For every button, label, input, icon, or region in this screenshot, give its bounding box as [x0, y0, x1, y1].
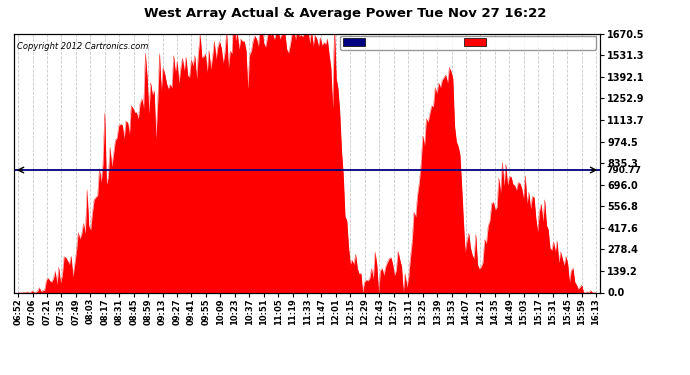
Text: Copyright 2012 Cartronics.com: Copyright 2012 Cartronics.com	[17, 42, 148, 51]
Legend: Average  (DC Watts), West Array  (DC Watts): Average (DC Watts), West Array (DC Watts…	[339, 36, 595, 50]
Text: West Array Actual & Average Power Tue Nov 27 16:22: West Array Actual & Average Power Tue No…	[144, 8, 546, 21]
Text: 790.77: 790.77	[606, 165, 641, 174]
